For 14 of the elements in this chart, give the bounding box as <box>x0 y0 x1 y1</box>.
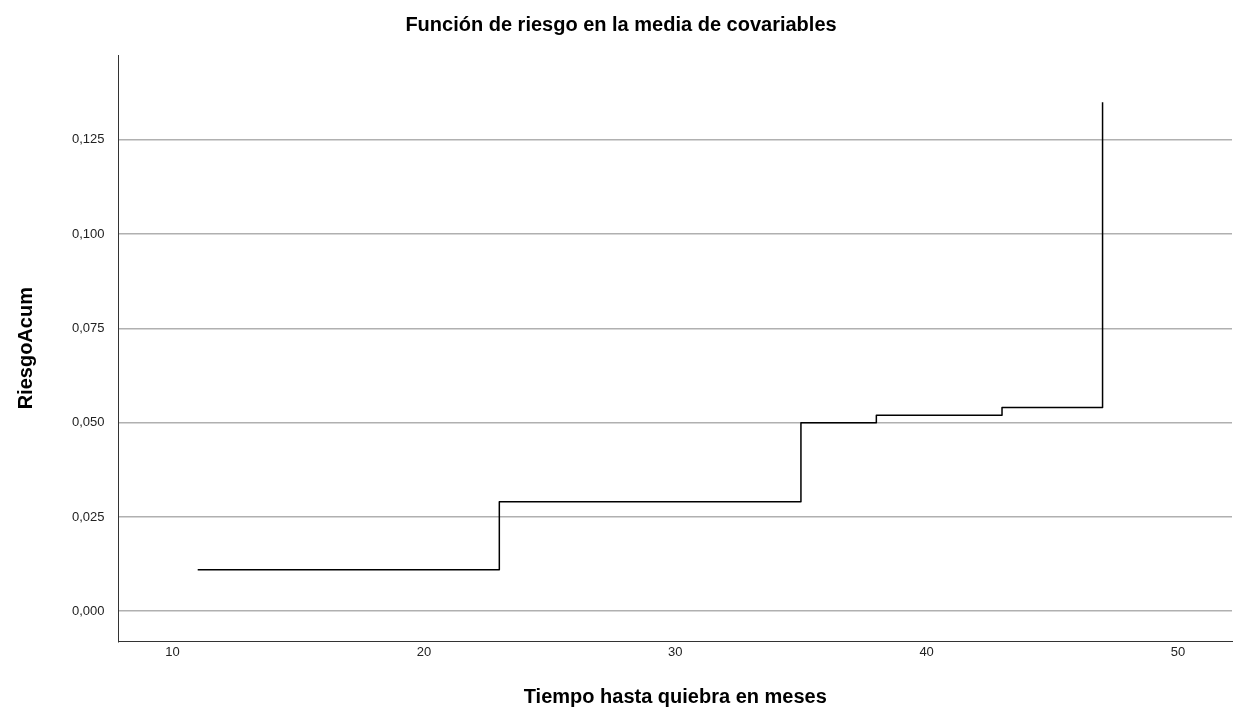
x-tick-label: 20 <box>416 643 432 659</box>
x-tick-label: 10 <box>165 643 180 659</box>
x-tick-label: 50 <box>1170 643 1186 659</box>
y-tick-label: 0,100 <box>71 225 105 241</box>
y-tick-label: 0,075 <box>71 319 105 335</box>
y-tick-label: 0,050 <box>71 414 105 430</box>
y-tick-label: 0,000 <box>71 602 105 618</box>
x-axis-title: Tiempo hasta quiebra en meses <box>523 684 827 707</box>
x-tick-label: 40 <box>919 643 934 659</box>
x-tick-label: 30 <box>668 643 683 659</box>
y-tick-label: 0,025 <box>71 508 105 524</box>
y-axis-title: RiesgoAcum <box>13 287 36 410</box>
chart-title: Función de riesgo en la media de covariables <box>405 12 837 35</box>
y-tick-label: 0,125 <box>71 131 105 147</box>
